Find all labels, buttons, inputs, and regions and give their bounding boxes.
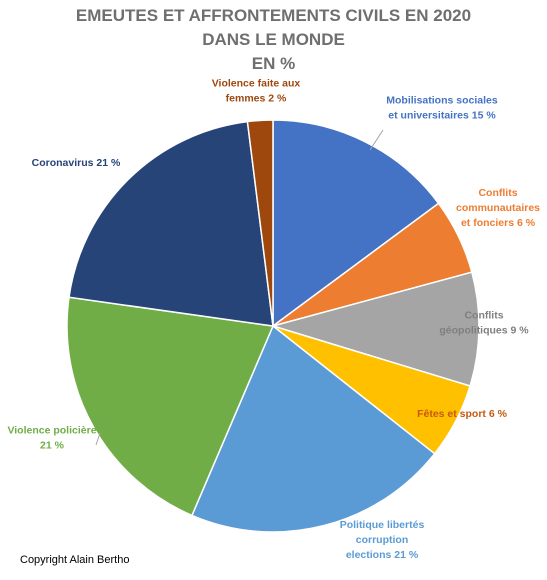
data-label-line: Violence policière bbox=[7, 425, 96, 437]
pie-slice-violence-policiere bbox=[66, 296, 275, 517]
data-label-politique: Politique libertés corruption elections 21… bbox=[340, 519, 425, 561]
data-label-fetes-sport: Fêtes et sport 6 % bbox=[417, 408, 508, 420]
data-label-mobilisations: Mobilisations sociales et universitaires … bbox=[386, 95, 498, 122]
data-label-conflits-communautaires: Conflits communautaires et fonciers 6 % bbox=[456, 187, 540, 229]
data-label-violence-policiere: Violence policière 21 % bbox=[7, 425, 96, 452]
data-label-line: et universitaires 15 % bbox=[388, 110, 496, 122]
pie-slice-politique bbox=[190, 324, 436, 533]
data-label-line: corruption bbox=[356, 534, 409, 546]
data-label-line: elections 21 % bbox=[346, 549, 419, 561]
pie-slice-coronavirus bbox=[68, 120, 274, 327]
data-label-line: Violence faite aux bbox=[212, 78, 301, 90]
pie-slice-conflits-geopolitiques bbox=[270, 271, 480, 387]
data-label-coronavirus: Coronavirus 21 % bbox=[32, 157, 121, 169]
data-label-line: Conflits bbox=[464, 310, 503, 322]
data-label-line: communautaires bbox=[456, 202, 540, 214]
chart-title-line-2: DANS LE MONDE bbox=[202, 30, 345, 49]
data-label-line: Mobilisations sociales bbox=[386, 95, 498, 107]
data-label-violence-femmes: Violence faite aux femmes 2 % bbox=[212, 78, 301, 105]
chart-title-line-3: EN % bbox=[251, 54, 296, 73]
data-label-line: Fêtes et sport 6 % bbox=[417, 408, 508, 420]
data-label-conflits-geopolitiques: Conflits géopolitiques 9 % bbox=[439, 310, 529, 337]
data-label-line: géopolitiques 9 % bbox=[439, 325, 529, 337]
copyright-text: Copyright Alain Bertho bbox=[20, 554, 130, 566]
pie-slice-violence-femmes bbox=[246, 119, 274, 327]
data-label-line: 21 % bbox=[40, 440, 65, 452]
data-label-line: Politique libertés bbox=[340, 519, 425, 531]
data-label-line: et fonciers 6 % bbox=[461, 217, 536, 229]
data-label-line: femmes 2 % bbox=[226, 93, 287, 105]
chart-title: EMEUTES ET AFFRONTEMENTS CIVILS EN 2020 … bbox=[0, 4, 547, 76]
pie-slice-mobilisations bbox=[272, 119, 440, 328]
chart-title-line-1: EMEUTES ET AFFRONTEMENTS CIVILS EN 2020 bbox=[75, 6, 472, 25]
leader-line-violence-policiere bbox=[95, 432, 101, 446]
data-label-line: Coronavirus 21 % bbox=[32, 157, 121, 169]
data-label-line: Conflits bbox=[478, 187, 517, 199]
leader-line-mobilisations bbox=[369, 129, 384, 151]
